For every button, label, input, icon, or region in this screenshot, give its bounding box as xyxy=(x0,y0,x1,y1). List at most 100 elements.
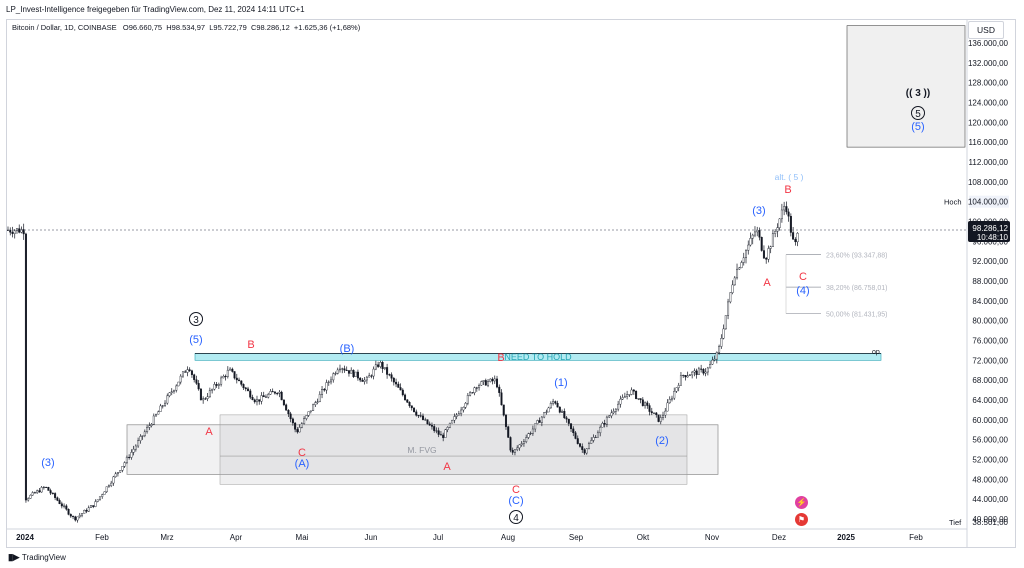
candle-body xyxy=(49,490,52,494)
candle-body xyxy=(536,420,539,424)
candle-body xyxy=(325,382,328,391)
legend-high: H98.534,97 xyxy=(166,23,206,32)
candle-body xyxy=(587,443,590,449)
candle-body xyxy=(164,402,167,406)
candle-body xyxy=(9,229,12,233)
candle-body xyxy=(45,486,48,488)
candle-body xyxy=(181,371,184,377)
candle-body xyxy=(101,494,104,497)
candle-body xyxy=(762,250,765,259)
time-tick: Mrz xyxy=(160,533,173,542)
wave-5-left-label: (5) xyxy=(189,334,202,346)
candle-body xyxy=(424,419,427,421)
candle-body xyxy=(199,388,202,401)
time-tick: Nov xyxy=(705,533,719,542)
candle-body xyxy=(659,417,662,422)
candle-body xyxy=(466,395,469,404)
candle-body xyxy=(599,426,602,434)
candle-body xyxy=(753,231,756,236)
candle-body xyxy=(413,407,416,413)
circled-5-label: 5 xyxy=(915,109,921,120)
candle-body xyxy=(242,384,245,389)
candle-body xyxy=(554,401,557,404)
candle-body xyxy=(166,395,169,404)
price-tick: 124.000,00 xyxy=(968,99,1009,108)
candle-body xyxy=(460,409,463,414)
candle-body xyxy=(516,447,519,450)
candle-body xyxy=(316,401,319,403)
candle-body xyxy=(195,379,198,384)
candle-body xyxy=(334,373,337,375)
candle-body xyxy=(296,429,299,433)
candle-body xyxy=(525,437,528,442)
candle-body xyxy=(365,376,368,381)
candle-body xyxy=(513,449,516,453)
candle-body xyxy=(614,408,617,412)
candle-body xyxy=(621,397,624,400)
tradingview-logo-icon: ▮▶ xyxy=(8,552,19,562)
candle-body xyxy=(374,364,377,370)
candle-body xyxy=(354,371,357,377)
candle-body xyxy=(229,368,232,371)
candle-body xyxy=(742,257,745,263)
target-zone xyxy=(846,25,966,148)
candle-body xyxy=(152,415,155,425)
candle-body xyxy=(617,403,620,410)
candle-body xyxy=(765,257,768,260)
currency-selector[interactable]: USD xyxy=(968,21,1004,39)
candle-body xyxy=(430,424,433,427)
candle-body xyxy=(686,375,689,378)
candle-body xyxy=(255,399,258,403)
lightning-icon[interactable]: ⚡ xyxy=(795,496,808,509)
candle-body xyxy=(626,394,629,397)
candles-layer xyxy=(6,201,799,523)
candle-body xyxy=(603,423,606,425)
candle-body xyxy=(639,398,642,400)
candle-body xyxy=(168,392,171,397)
candle-body xyxy=(646,402,649,406)
price-tick: 56.000,00 xyxy=(972,436,1008,445)
candle-body xyxy=(780,209,783,220)
price-tick: 40.000,00 xyxy=(972,515,1008,524)
price-tick: 132.000,00 xyxy=(968,59,1009,68)
candle-body xyxy=(190,370,193,375)
wave-c-label-2: C xyxy=(512,484,520,496)
candle-body xyxy=(327,381,330,383)
candle-body xyxy=(352,369,355,377)
candle-body xyxy=(267,394,270,398)
candle-body xyxy=(415,411,418,416)
candle-body xyxy=(139,436,142,441)
candle-body xyxy=(240,380,243,385)
wave-big-c-label: (C) xyxy=(508,495,523,507)
price-tick: 136.000,00 xyxy=(968,39,1009,48)
candle-body xyxy=(341,368,344,370)
flag-icon[interactable]: ⚑ xyxy=(795,513,808,526)
candle-body xyxy=(592,437,595,441)
candle-body xyxy=(60,503,63,507)
candle-body xyxy=(718,346,721,353)
candle-body xyxy=(110,482,113,486)
candle-body xyxy=(29,494,32,499)
wave-big-a-label: (A) xyxy=(295,458,310,470)
candle-body xyxy=(184,371,187,373)
candle-body xyxy=(141,435,144,437)
price-tick: 84.000,00 xyxy=(972,297,1008,306)
candle-body xyxy=(565,417,568,420)
candle-body xyxy=(112,476,115,484)
price-tick: 64.000,00 xyxy=(972,396,1008,405)
candle-body xyxy=(247,388,250,392)
candle-body xyxy=(233,371,236,379)
candle-body xyxy=(119,470,122,473)
candle-body xyxy=(749,238,752,246)
footer-brand[interactable]: TradingView xyxy=(21,553,66,562)
candle-body xyxy=(226,369,229,377)
candle-body xyxy=(715,352,718,360)
candle-body xyxy=(796,232,799,243)
price-tick: 112.000,00 xyxy=(969,158,1009,167)
candle-body xyxy=(471,392,474,394)
candle-body xyxy=(538,420,541,423)
candle-body xyxy=(455,414,458,417)
candle-body xyxy=(211,388,214,391)
price-scale: 136.000,00 132.000,00 128.000,00 124.000,00… xyxy=(8,20,1010,547)
